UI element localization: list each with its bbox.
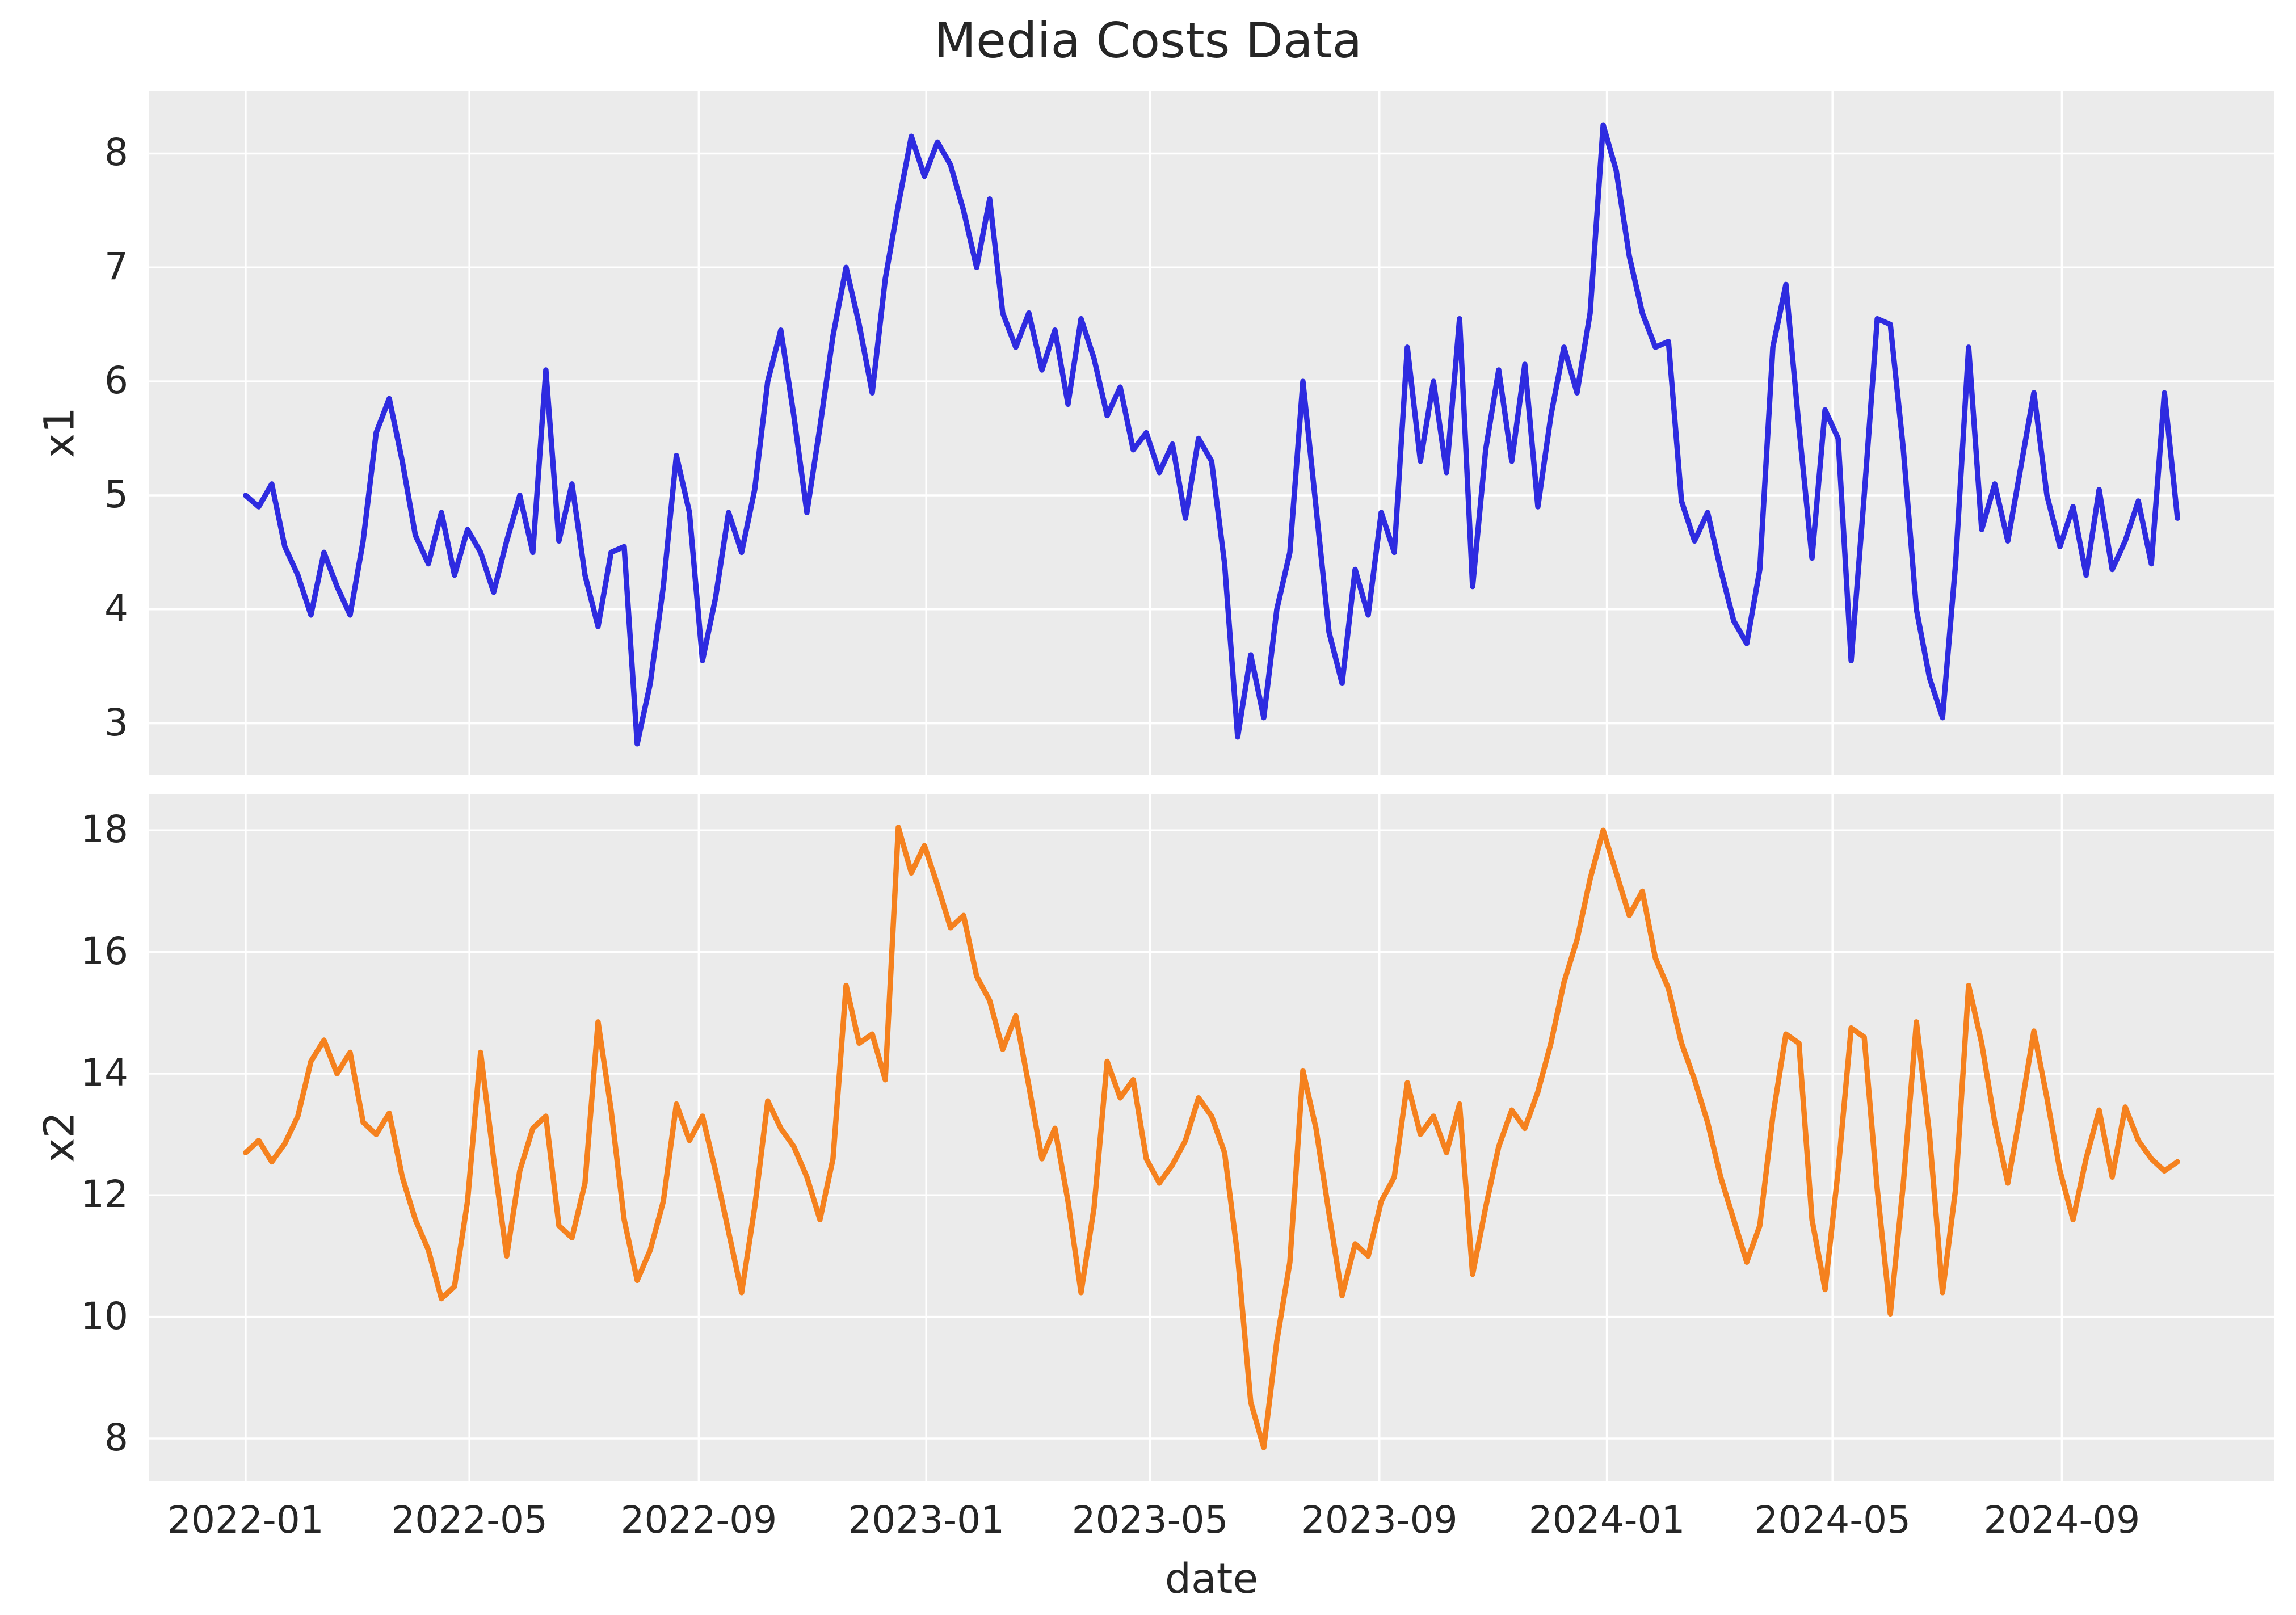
x1-ytick-label: 7 (104, 245, 128, 289)
x1-plot-area (149, 91, 2274, 775)
x2-plot-area (149, 794, 2274, 1481)
x2-ytick-label: 10 (81, 1294, 128, 1338)
x-tick-label: 2023-01 (848, 1498, 1005, 1542)
x-tick-label: 2024-09 (1983, 1498, 2141, 1542)
x1-ytick-label: 5 (104, 472, 128, 516)
x-tick-label: 2022-05 (391, 1498, 548, 1542)
x-axis-label: date (1164, 1555, 1259, 1603)
chart-title: Media Costs Data (933, 12, 1363, 69)
x2-ytick-label: 8 (104, 1415, 128, 1460)
x2-plot-svg (149, 794, 2274, 1481)
x-tick-label: 2024-05 (1754, 1498, 1911, 1542)
x1-ytick-label: 8 (104, 131, 128, 175)
x1-ytick-label: 6 (104, 359, 128, 403)
x1-series-line (243, 122, 2180, 747)
x-tick-label: 2024-01 (1528, 1498, 1685, 1542)
x1-ytick-label: 4 (104, 586, 128, 630)
x1-ytick-label: 3 (104, 700, 128, 745)
x-tick-label: 2022-01 (167, 1498, 324, 1542)
x2-ytick-label: 18 (81, 808, 128, 852)
x2-ytick-label: 16 (81, 929, 128, 973)
x1-plot-svg (149, 91, 2274, 775)
x2-series-line (243, 825, 2180, 1450)
x2-ytick-label: 12 (81, 1172, 128, 1217)
x-tick-label: 2023-09 (1301, 1498, 1458, 1542)
x1-axis-label: x1 (35, 407, 84, 458)
x2-axis-label: x2 (35, 1112, 84, 1163)
x-tick-label: 2023-05 (1071, 1498, 1229, 1542)
x-tick-label: 2022-09 (620, 1498, 777, 1542)
x2-ytick-label: 14 (81, 1050, 128, 1095)
